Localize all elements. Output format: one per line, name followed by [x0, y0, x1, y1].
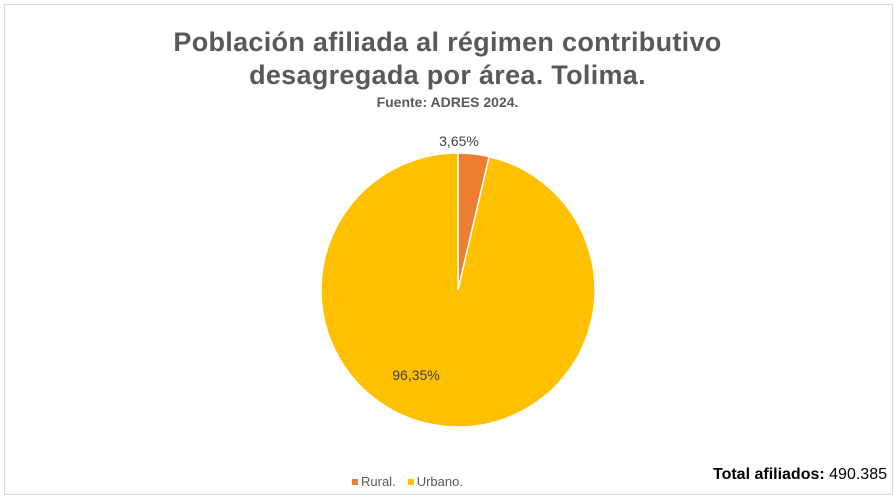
- legend: Rural. Urbano.: [352, 474, 463, 489]
- pie-slice-urbano: [320, 152, 596, 428]
- legend-label-rural: Rural.: [361, 474, 396, 489]
- legend-swatch-rural: [352, 478, 358, 485]
- chart-subtitle: Fuente: ADRES 2024.: [376, 94, 519, 110]
- slice-label-urbano: 96,35%: [392, 367, 439, 383]
- legend-label-urbano: Urbano.: [416, 474, 463, 489]
- slice-label-rural: 3,65%: [439, 133, 479, 149]
- legend-item-rural: Rural.: [352, 474, 396, 489]
- chart-title-line-1: Población afiliada al régimen contributi…: [173, 27, 722, 57]
- total-value: 490.385: [829, 466, 887, 483]
- chart-title-line-2: desagregada por área. Tolima.: [249, 60, 646, 90]
- total-afiliados: Total afiliados: 490.385: [713, 466, 887, 484]
- chart-frame: [4, 4, 893, 495]
- legend-item-urbano: Urbano.: [407, 474, 463, 489]
- legend-swatch-urbano: [407, 478, 414, 485]
- total-label: Total afiliados:: [712, 466, 825, 483]
